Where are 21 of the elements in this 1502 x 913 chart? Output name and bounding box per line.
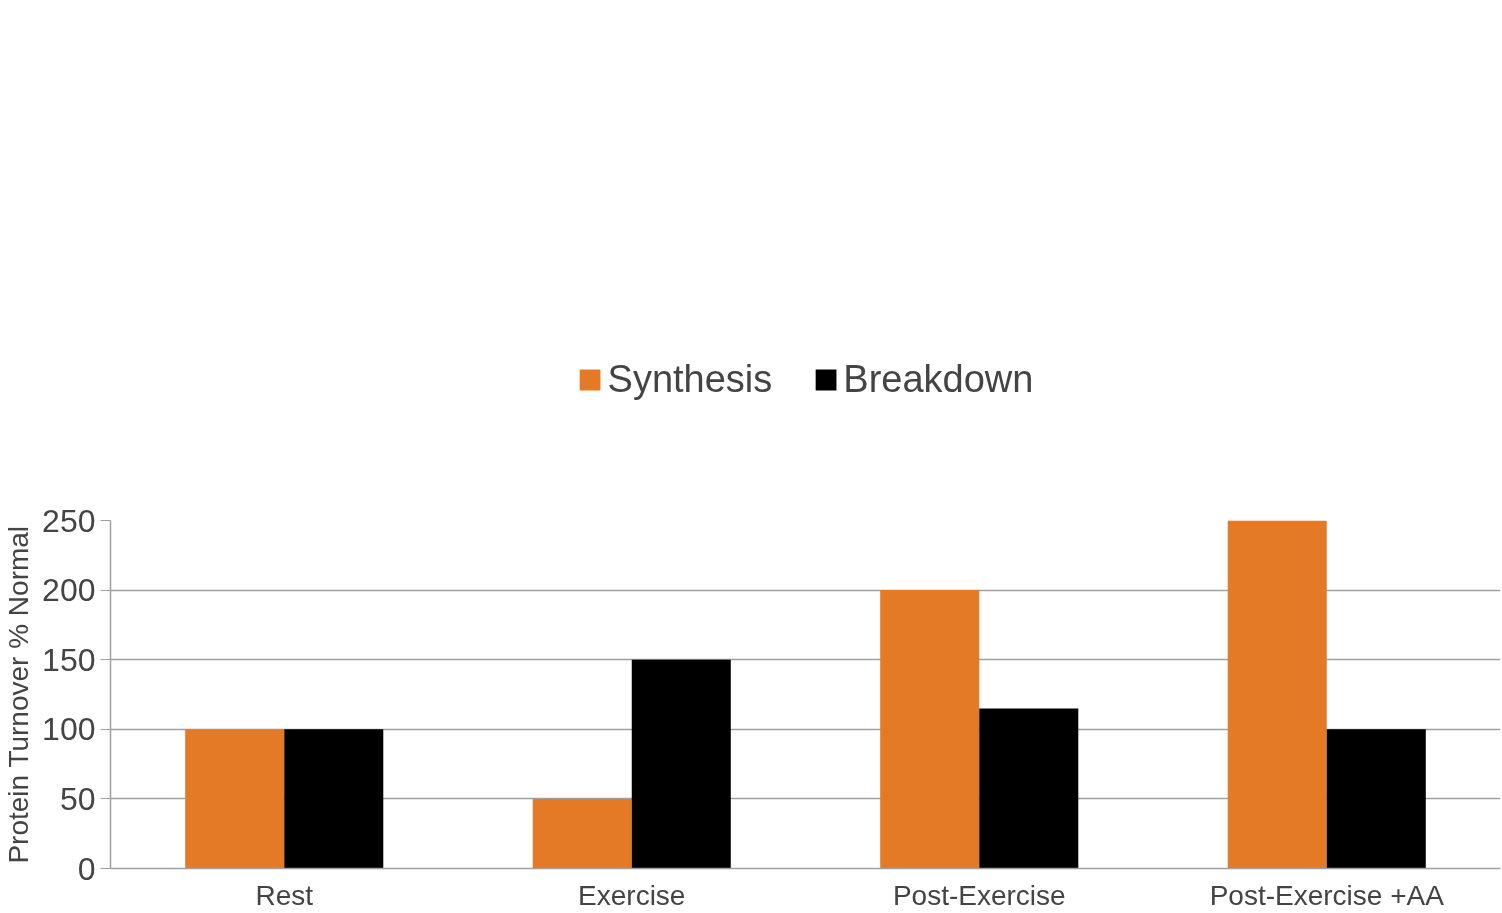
x-tick-label: Post-Exercise — [892, 879, 1066, 911]
y-tick-label: 250 — [42, 502, 96, 539]
y-tick-label: 100 — [42, 711, 96, 748]
legend-label: Breakdown — [843, 357, 1034, 401]
bar — [979, 708, 1079, 869]
bar — [185, 729, 285, 869]
y-axis-title: Protein Turnover % Normal — [3, 525, 35, 864]
legend-label: Synthesis — [607, 357, 773, 401]
y-tick-label: 150 — [42, 641, 96, 678]
y-tick-label: 50 — [59, 780, 96, 817]
y-tick-label: 200 — [42, 572, 96, 609]
bar — [1227, 520, 1327, 869]
x-tick-label: Post-Exercise +AA — [1209, 879, 1445, 911]
bar — [532, 798, 632, 869]
bar — [880, 590, 980, 869]
y-tick-label: 0 — [77, 850, 96, 887]
bar — [284, 729, 384, 869]
x-tick-label: Exercise — [578, 879, 686, 911]
bar — [1326, 729, 1426, 869]
x-tick-label: Rest — [255, 879, 314, 911]
bar — [631, 659, 731, 869]
